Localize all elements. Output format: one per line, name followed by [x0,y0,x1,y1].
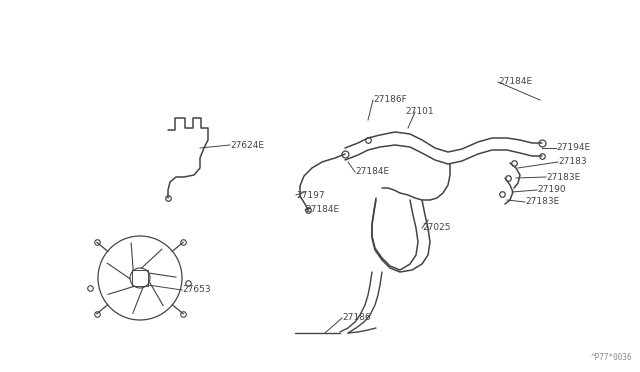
Text: 27184E: 27184E [355,167,389,176]
Text: 27186F: 27186F [373,96,407,105]
Text: 27183E: 27183E [525,198,559,206]
Text: 27186: 27186 [342,314,371,323]
Text: 27197: 27197 [296,190,324,199]
Text: ^P77*0036: ^P77*0036 [590,353,632,362]
Text: 27190: 27190 [537,186,566,195]
Text: 27101: 27101 [405,108,434,116]
Text: 27184E: 27184E [498,77,532,87]
Text: 27624E: 27624E [230,141,264,150]
Text: 27653: 27653 [182,285,211,295]
Text: 27183: 27183 [558,157,587,167]
Text: 27025: 27025 [422,224,451,232]
Text: 27194E: 27194E [556,144,590,153]
Text: 27183E: 27183E [546,173,580,182]
Text: 27184E: 27184E [305,205,339,215]
